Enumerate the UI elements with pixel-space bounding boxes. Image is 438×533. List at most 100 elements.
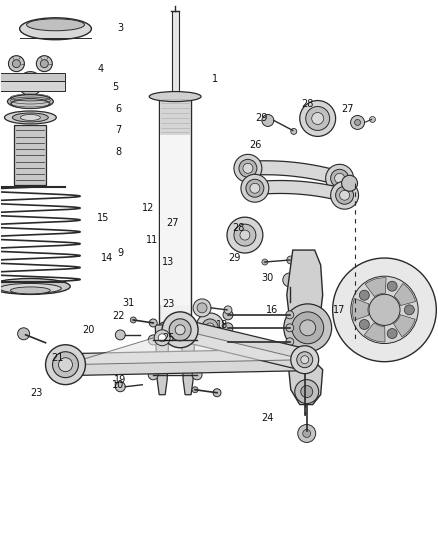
Circle shape	[241, 174, 269, 202]
Text: 28: 28	[232, 223, 244, 233]
Circle shape	[291, 128, 297, 134]
Circle shape	[262, 115, 274, 126]
Text: 11: 11	[146, 235, 159, 245]
Circle shape	[369, 294, 400, 326]
Circle shape	[115, 382, 125, 392]
Text: 30: 30	[262, 273, 274, 283]
Circle shape	[18, 328, 30, 340]
Circle shape	[246, 179, 264, 197]
Circle shape	[206, 323, 214, 331]
Text: 12: 12	[142, 203, 155, 213]
Ellipse shape	[4, 111, 57, 124]
Circle shape	[355, 119, 360, 125]
Ellipse shape	[12, 113, 48, 122]
Polygon shape	[155, 325, 169, 395]
Circle shape	[223, 337, 233, 347]
Circle shape	[359, 290, 369, 300]
Text: 10: 10	[112, 379, 124, 390]
Circle shape	[197, 303, 207, 313]
Circle shape	[234, 224, 256, 246]
Circle shape	[239, 159, 257, 177]
Ellipse shape	[11, 99, 49, 109]
Text: 19: 19	[114, 375, 127, 385]
Circle shape	[175, 325, 185, 335]
Circle shape	[202, 319, 218, 335]
Circle shape	[158, 334, 166, 342]
Circle shape	[250, 183, 260, 193]
Circle shape	[59, 358, 72, 372]
Text: 23: 23	[30, 387, 43, 398]
Text: 22: 22	[112, 311, 124, 321]
Text: 16: 16	[266, 305, 278, 315]
Circle shape	[130, 317, 136, 323]
Wedge shape	[364, 323, 385, 342]
Circle shape	[331, 169, 349, 187]
Bar	[160, 95, 190, 135]
Polygon shape	[254, 181, 346, 201]
Circle shape	[227, 217, 263, 253]
Circle shape	[36, 55, 52, 71]
Circle shape	[234, 155, 262, 182]
Circle shape	[18, 71, 42, 95]
Text: 26: 26	[250, 140, 262, 150]
Circle shape	[339, 190, 350, 200]
Circle shape	[286, 311, 294, 319]
Text: 5: 5	[112, 82, 118, 92]
Circle shape	[283, 273, 297, 287]
Circle shape	[387, 328, 397, 338]
Text: 23: 23	[162, 299, 174, 309]
Circle shape	[223, 310, 233, 320]
Circle shape	[193, 299, 211, 317]
Circle shape	[335, 173, 345, 183]
Circle shape	[223, 323, 233, 333]
Ellipse shape	[20, 18, 92, 40]
Circle shape	[295, 379, 319, 403]
Circle shape	[284, 304, 332, 352]
Circle shape	[326, 164, 353, 192]
Circle shape	[192, 370, 202, 380]
Circle shape	[306, 107, 330, 131]
Circle shape	[46, 345, 85, 385]
Circle shape	[148, 335, 158, 345]
Text: 17: 17	[333, 305, 346, 315]
Text: 6: 6	[115, 103, 121, 114]
Text: 8: 8	[115, 147, 121, 157]
Circle shape	[292, 312, 324, 344]
Text: 4: 4	[97, 63, 103, 74]
Bar	[14, 125, 46, 185]
Bar	[160, 135, 190, 305]
Circle shape	[196, 313, 224, 341]
Circle shape	[300, 320, 316, 336]
Circle shape	[8, 55, 25, 71]
Circle shape	[40, 60, 48, 68]
Ellipse shape	[0, 284, 61, 293]
Circle shape	[162, 312, 198, 348]
Polygon shape	[66, 330, 305, 365]
Circle shape	[224, 306, 232, 314]
Polygon shape	[247, 161, 342, 185]
Bar	[172, 11, 179, 95]
Circle shape	[300, 101, 336, 136]
Circle shape	[262, 259, 268, 265]
Ellipse shape	[7, 94, 53, 109]
Text: 7: 7	[115, 125, 121, 135]
Circle shape	[286, 338, 294, 346]
Polygon shape	[181, 325, 195, 395]
Circle shape	[351, 276, 418, 344]
Wedge shape	[393, 314, 415, 337]
Circle shape	[404, 305, 414, 315]
Bar	[159, 95, 191, 325]
Circle shape	[149, 319, 157, 327]
Text: 29: 29	[228, 253, 240, 263]
Circle shape	[287, 256, 295, 264]
Circle shape	[350, 116, 364, 130]
Circle shape	[240, 230, 250, 240]
Circle shape	[12, 60, 21, 68]
Text: 27: 27	[341, 103, 354, 114]
Text: 14: 14	[101, 253, 113, 263]
Text: 31: 31	[122, 298, 134, 308]
Circle shape	[297, 352, 313, 368]
Circle shape	[370, 117, 375, 123]
Circle shape	[301, 385, 313, 398]
Text: 25: 25	[162, 333, 174, 343]
